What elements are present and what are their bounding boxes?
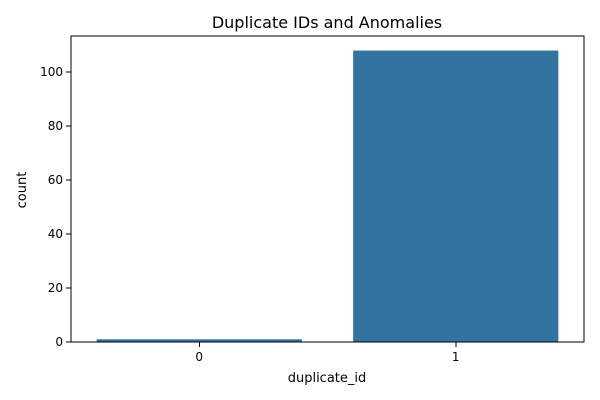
bar-1 (353, 50, 559, 342)
y-axis-label: count (15, 172, 30, 209)
y-tick-label-80: 80 (48, 119, 63, 133)
y-tick-label-20: 20 (48, 281, 63, 295)
x-tick-label-1: 1 (452, 350, 460, 364)
y-tick-label-0: 0 (55, 335, 63, 349)
y-tick-label-100: 100 (40, 65, 63, 79)
y-axis-ticks: 0 20 40 60 80 100 (40, 65, 71, 349)
y-tick-label-40: 40 (48, 227, 63, 241)
axes-frame (70, 35, 585, 343)
bar-0 (96, 339, 302, 342)
x-axis-label: duplicate_id (288, 371, 367, 386)
x-tick-label-0: 0 (195, 350, 203, 364)
bars-group (96, 50, 559, 342)
chart-title: Duplicate IDs and Anomalies (212, 13, 442, 32)
y-tick-label-60: 60 (48, 173, 63, 187)
